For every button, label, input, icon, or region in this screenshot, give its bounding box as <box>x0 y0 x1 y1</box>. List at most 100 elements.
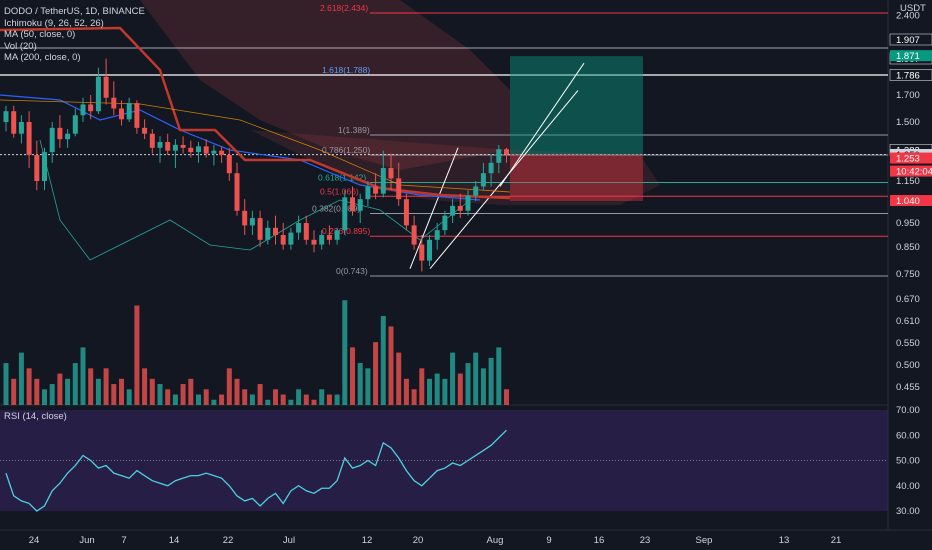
take-profit-zone <box>510 56 643 155</box>
volume-label[interactable]: Vol (20) <box>4 40 37 52</box>
volume-bar <box>442 378 448 405</box>
candle-body <box>234 173 240 211</box>
ichimoku-baseline <box>0 26 511 200</box>
volume-bar <box>342 300 348 405</box>
candle-body <box>434 230 440 240</box>
volume-bar <box>334 394 340 405</box>
trend-arrow-1 <box>409 147 459 269</box>
time-tick: 16 <box>594 535 605 546</box>
volume-bar <box>134 305 140 405</box>
volume-bar <box>296 389 302 405</box>
candle-body <box>80 104 86 116</box>
price-tag-label: 1.871 <box>896 51 920 62</box>
price-axis[interactable]: 2.400 1.700 1.500 1.150 0.950 0.850 0.750 0.670… <box>889 3 932 517</box>
rsi-label[interactable]: RSI (14, close) <box>4 411 67 422</box>
volume-bar <box>42 389 47 405</box>
candle-body <box>3 111 9 122</box>
volume-bar <box>257 384 263 405</box>
volume-bar <box>211 399 217 405</box>
candles <box>3 58 509 272</box>
fib-label: 0.5(1.066) <box>320 186 359 196</box>
rsi-tick: 40.00 <box>896 481 920 492</box>
candle-body <box>219 150 225 155</box>
time-tick: 21 <box>831 535 842 546</box>
candle-body <box>373 186 379 194</box>
trend-arrow-2 <box>499 62 585 187</box>
candle-body <box>326 235 332 240</box>
candle-body <box>65 133 71 140</box>
price-tag <box>889 69 932 81</box>
volume-bar <box>319 389 325 405</box>
candle-body <box>249 218 255 226</box>
ma50-label[interactable]: MA (50, close, 0) <box>4 29 76 40</box>
candle-body <box>311 239 317 245</box>
price-tag-label: 1.040 <box>896 196 920 207</box>
candle-body <box>165 142 171 151</box>
stop-loss-zone <box>510 154 643 201</box>
candle-body <box>396 178 402 200</box>
candle-body <box>380 168 386 194</box>
candle-body <box>342 197 348 231</box>
volume-bar <box>242 389 248 405</box>
candle-body <box>319 235 325 245</box>
volume-bar <box>188 378 194 405</box>
candle-body <box>257 218 263 240</box>
volume-bar <box>157 384 163 405</box>
price-tag <box>890 50 932 62</box>
candle-body <box>273 227 278 235</box>
volume-bar <box>165 389 171 405</box>
volume-bar <box>95 378 101 405</box>
candle-body <box>34 155 40 181</box>
ichimoku-label[interactable]: Ichimoku (9, 26, 52, 26) <box>4 17 104 29</box>
volume-bar <box>303 394 309 405</box>
candle-body <box>488 162 494 174</box>
volume-bar <box>365 368 371 405</box>
volume-bar <box>11 378 17 405</box>
rsi-line <box>5 429 507 512</box>
price-tag-label: 10:42:04 <box>896 167 932 178</box>
price-tag <box>889 33 932 46</box>
symbol-title[interactable]: DODO / TetherUS, 1D, BINANCE <box>4 6 145 17</box>
candle-body <box>496 149 502 163</box>
lagging-span <box>39 139 471 261</box>
candle-body <box>465 195 471 211</box>
volume-bar <box>427 378 432 405</box>
volume-bar <box>119 378 124 405</box>
ma200-label[interactable]: MA (200, close, 0) <box>4 52 81 63</box>
volume-bar <box>403 378 409 405</box>
candle-body <box>480 173 486 187</box>
price-tick: 1.500 <box>896 117 920 128</box>
volume-bar <box>280 394 286 405</box>
candle-body <box>72 115 78 134</box>
candle-body <box>18 122 24 134</box>
candle-body <box>11 111 17 134</box>
volume-bar <box>180 384 186 405</box>
volume-bar <box>265 399 271 405</box>
candle-body <box>211 150 217 154</box>
position-tool[interactable] <box>409 56 643 270</box>
price-tick: 0.850 <box>896 242 920 253</box>
candle-body <box>288 232 294 245</box>
candle-body <box>157 142 163 148</box>
price-tick: 0.950 <box>896 218 920 229</box>
candle-body <box>126 103 132 120</box>
price-tick: 2.400 <box>896 10 920 21</box>
volume-bar <box>203 389 209 405</box>
fib-label: 0.382(0.989) <box>312 203 360 213</box>
candle-body <box>296 223 302 233</box>
volume-bar <box>49 384 55 405</box>
candle-body <box>226 155 232 174</box>
time-axis[interactable]: 24 Jun 7 14 22 Jul 12 20 Aug 9 16 23 Sep 13 21 <box>0 529 932 546</box>
volume-bar <box>72 363 78 405</box>
fib-label: 0.236(0.895) <box>322 226 370 236</box>
volume-bar <box>350 347 355 405</box>
fib-label: 1.618(1.788) <box>322 65 370 75</box>
chart-panes <box>0 0 889 530</box>
volume-bars <box>3 300 509 405</box>
candle-body <box>442 215 448 231</box>
price-tick: 0.670 <box>896 294 920 305</box>
candle-body <box>473 186 479 196</box>
volume-bar <box>288 399 294 405</box>
price-tag <box>890 165 932 177</box>
